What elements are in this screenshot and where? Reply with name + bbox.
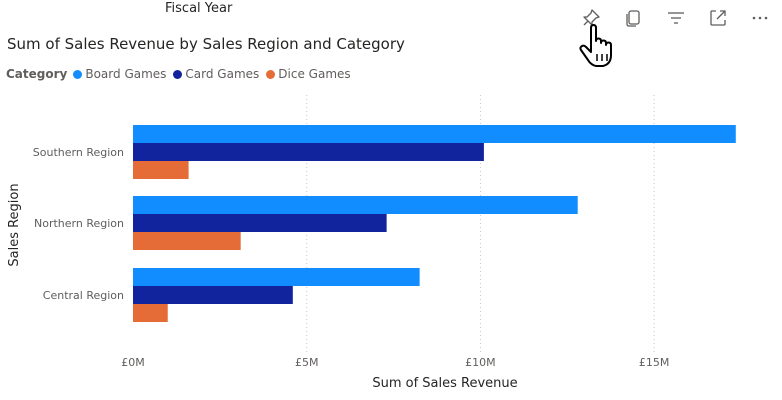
legend-label-dice-games: Dice Games <box>278 67 351 81</box>
more-options-icon <box>752 16 768 20</box>
copy-visual-button[interactable] <box>620 5 646 31</box>
x-axis-labels: £0M £5M £10M £15M <box>121 356 669 369</box>
bar-northern-region-card-games[interactable] <box>133 214 387 232</box>
x-axis-title: Sum of Sales Revenue <box>372 376 517 391</box>
chart-title: Sum of Sales Revenue by Sales Region and… <box>7 35 405 53</box>
bar-central-region-board-games[interactable] <box>133 268 420 286</box>
bar-central-region-dice-games[interactable] <box>133 304 168 322</box>
bar-central-region-card-games[interactable] <box>133 286 293 304</box>
bar-southern-region-card-games[interactable] <box>133 143 484 161</box>
hand-cursor-icon <box>579 24 612 67</box>
bar-northern-region-dice-games[interactable] <box>133 232 241 250</box>
y-tick-label-northern-region: Northern Region <box>34 217 124 230</box>
legend-label-board-games: Board Games <box>85 67 167 81</box>
legend-swatch-board-games <box>73 69 83 79</box>
bar-chart: Southern Region Northern Region Central Re… <box>7 95 736 391</box>
more-options-button[interactable] <box>747 5 773 31</box>
legend-swatch-dice-games <box>266 69 276 79</box>
filter-icon <box>668 12 684 24</box>
focus-mode-icon <box>710 10 726 26</box>
legend-item-card-games[interactable]: Card Games <box>173 67 259 81</box>
y-axis-labels: Southern Region Northern Region Central Re… <box>33 146 124 302</box>
legend-swatch-card-games <box>173 69 183 79</box>
focus-mode-button[interactable] <box>705 5 731 31</box>
x-tick-label-10m: £10M <box>465 356 496 369</box>
y-tick-label-central-region: Central Region <box>43 289 124 302</box>
x-tick-label-0m: £0M <box>121 356 145 369</box>
legend-label-card-games: Card Games <box>185 67 260 81</box>
bar-northern-region-board-games[interactable] <box>133 196 578 214</box>
bars <box>133 125 736 322</box>
copy-icon <box>626 10 640 27</box>
bar-southern-region-dice-games[interactable] <box>133 161 189 179</box>
legend-item-dice-games[interactable]: Dice Games <box>266 67 351 81</box>
fiscal-year-label: Fiscal Year <box>165 1 233 16</box>
visual-header-toolbar <box>576 3 776 31</box>
y-tick-label-southern-region: Southern Region <box>33 146 124 159</box>
chart-legend: Category Board Games Card Games Dice Gam… <box>6 65 358 83</box>
legend-title: Category <box>6 67 68 81</box>
bar-southern-region-board-games[interactable] <box>133 125 736 143</box>
y-axis-title: Sales Region <box>7 183 22 266</box>
x-tick-label-15m: £15M <box>639 356 670 369</box>
filter-button[interactable] <box>663 5 689 31</box>
x-tick-label-5m: £5M <box>295 356 319 369</box>
legend-item-board-games[interactable]: Board Games <box>73 67 166 81</box>
